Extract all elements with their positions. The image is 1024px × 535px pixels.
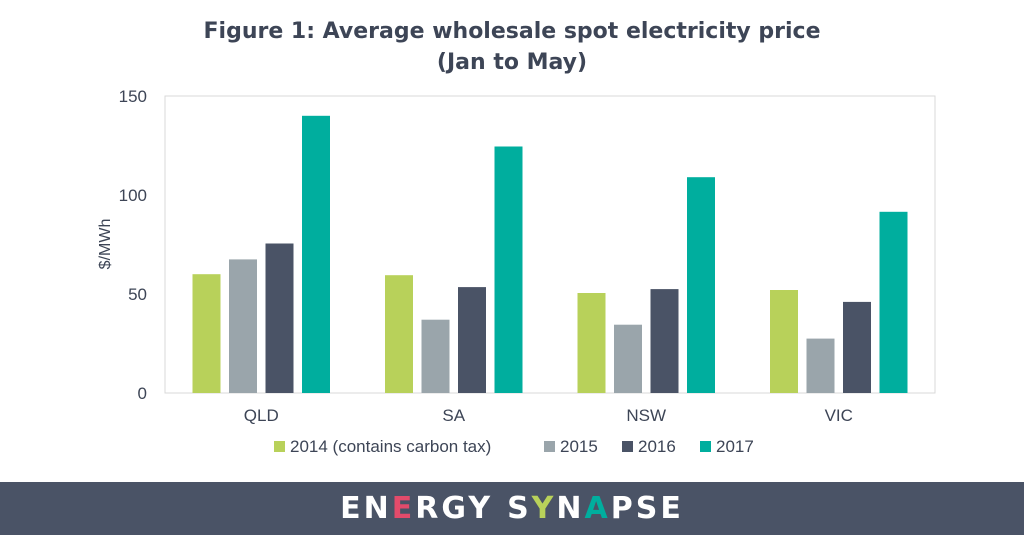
legend-label-2: 2015 bbox=[560, 437, 598, 456]
bar-nsw-1 bbox=[577, 293, 606, 393]
legend-label-3: 2016 bbox=[638, 437, 676, 456]
y-tick-label: 150 bbox=[119, 87, 147, 106]
x-tick-label-nsw: NSW bbox=[626, 406, 666, 425]
bar-qld-1 bbox=[192, 274, 221, 393]
y-tick-label: 50 bbox=[128, 285, 147, 304]
legend: 2014 (contains carbon tax) 2015 2016 2017 bbox=[274, 437, 754, 456]
legend-swatch-4 bbox=[700, 441, 711, 452]
legend-swatch-1 bbox=[274, 441, 285, 452]
bar-nsw-2 bbox=[614, 324, 642, 393]
bar-vic-3 bbox=[843, 301, 871, 393]
logo-word-energy: ENERGY bbox=[340, 491, 493, 526]
y-axis-label: $/MWh bbox=[97, 219, 114, 270]
logo-letter: A bbox=[584, 491, 611, 526]
logo-letter: E bbox=[340, 491, 364, 526]
y-axis-ticks: 0 50 100 150 bbox=[119, 87, 147, 403]
legend-label-4: 2017 bbox=[716, 437, 754, 456]
bar-vic-4 bbox=[879, 211, 908, 393]
legend-swatch-3 bbox=[622, 441, 633, 452]
bar-sa-4 bbox=[494, 146, 523, 393]
bar-nsw-4 bbox=[687, 177, 715, 393]
chart-title-line1: Figure 1: Average wholesale spot electri… bbox=[203, 19, 821, 44]
logo-word-synapse: SYNAPSE bbox=[507, 491, 684, 526]
bar-sa-3 bbox=[458, 287, 486, 393]
logo-letter: E bbox=[391, 491, 416, 526]
x-tick-label-vic: VIC bbox=[825, 406, 853, 425]
logo-letter: G bbox=[441, 491, 469, 526]
bar-vic-2 bbox=[806, 338, 835, 393]
logo-letter: Y bbox=[531, 491, 557, 526]
y-tick-label: 0 bbox=[138, 384, 147, 403]
y-tick-label: 100 bbox=[119, 186, 147, 205]
footer-banner: ENERGY SYNAPSE bbox=[0, 482, 1024, 535]
logo-letter: S bbox=[635, 491, 661, 526]
chart-title: Figure 1: Average wholesale spot electri… bbox=[0, 16, 1024, 78]
logo-letter: R bbox=[415, 491, 442, 526]
legend-label-1: 2014 (contains carbon tax) bbox=[290, 437, 491, 456]
bar-series bbox=[192, 115, 908, 394]
bar-chart: 0 50 100 150 $/MWh QLD SA NSW VIC 2014 (contai… bbox=[97, 87, 936, 456]
logo-letter: S bbox=[507, 491, 532, 526]
logo-letter: E bbox=[660, 491, 684, 526]
logo-letter: P bbox=[610, 491, 636, 526]
bar-qld-2 bbox=[229, 259, 257, 393]
x-tick-label-qld: QLD bbox=[244, 406, 279, 425]
logo-letter: N bbox=[363, 491, 392, 526]
legend-swatch-2 bbox=[544, 441, 555, 452]
logo-letter: Y bbox=[468, 491, 494, 526]
bar-sa-1 bbox=[385, 275, 413, 393]
energy-synapse-logo: ENERGY SYNAPSE bbox=[340, 491, 684, 526]
chart-title-line2: (Jan to May) bbox=[436, 50, 588, 75]
bar-vic-1 bbox=[770, 290, 798, 393]
x-tick-label-sa: SA bbox=[442, 406, 465, 425]
bar-qld-4 bbox=[302, 115, 330, 394]
bar-qld-3 bbox=[265, 243, 294, 393]
plot-area-frame bbox=[164, 95, 936, 394]
logo-letter: N bbox=[556, 491, 585, 526]
x-axis-category-labels: QLD SA NSW VIC bbox=[244, 406, 853, 425]
bar-sa-2 bbox=[421, 319, 450, 393]
bar-nsw-3 bbox=[650, 289, 679, 393]
